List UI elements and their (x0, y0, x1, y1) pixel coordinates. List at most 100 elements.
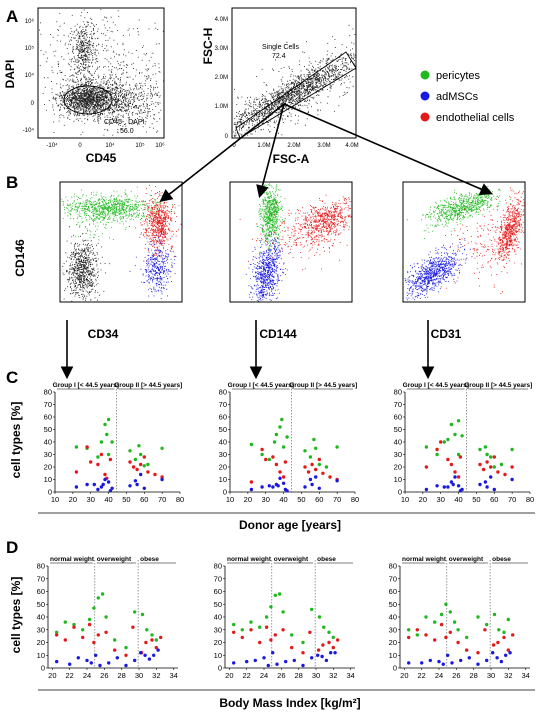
data-point (446, 653, 450, 657)
y-tick-label: 20 (389, 638, 397, 647)
data-point (453, 432, 457, 437)
x-tick-label: 20 (419, 495, 427, 504)
data-point (510, 465, 514, 469)
group-label: overweight (274, 556, 309, 563)
data-point (308, 477, 313, 482)
data-point (273, 633, 277, 637)
data-point (308, 630, 312, 634)
data-point (478, 482, 482, 487)
data-point (160, 446, 164, 450)
data-point (139, 472, 143, 477)
data-point (152, 653, 156, 657)
data-point (424, 633, 428, 637)
data-point (322, 625, 326, 629)
x-tick-label: 80 (176, 495, 184, 504)
x-tick-label: 10 (226, 495, 234, 504)
x-tick-label: 34 (521, 671, 529, 680)
data-point (81, 635, 85, 640)
data-point (478, 447, 482, 452)
data-point (63, 638, 67, 642)
data-point (103, 477, 107, 482)
data-point (249, 628, 253, 632)
data-point (275, 662, 279, 666)
series-pericytes (74, 417, 164, 468)
data-point (506, 617, 510, 622)
y-axis-title: FSC-H (201, 28, 215, 65)
y-tick-label: 20 (44, 463, 52, 472)
x-tick-label: 80 (526, 495, 534, 504)
x-tick-label: 26 (452, 671, 460, 680)
data-point (314, 475, 318, 479)
data-point (89, 460, 93, 464)
data-point (424, 445, 429, 449)
data-point (143, 653, 147, 657)
data-point (448, 610, 452, 614)
x-tick-label: 30 (262, 495, 270, 504)
data-point (160, 477, 164, 482)
data-point (72, 625, 76, 629)
tick-label: 3.0M (317, 143, 330, 149)
data-point (510, 477, 514, 482)
data-point (456, 419, 461, 423)
data-point (485, 460, 489, 464)
series-admscs (407, 651, 512, 666)
data-point (433, 638, 437, 642)
series-endothelial-cells (55, 622, 163, 657)
tick-label: 1.0M (257, 143, 270, 149)
data-point (103, 472, 107, 477)
data-point (442, 485, 446, 489)
data-point (278, 470, 282, 474)
data-point (506, 648, 510, 652)
data-point (485, 452, 489, 457)
scatter-chart-d-2: 0 10 20 30 40 50 60 70 80 20 22 24 26 28 30 32 34 normal … (214, 556, 355, 680)
data-point (280, 417, 284, 422)
event-cloud (245, 227, 291, 302)
legend-dot-admscs (420, 91, 430, 101)
panel-label-a: A (6, 7, 18, 26)
y-tick-label: 80 (44, 388, 52, 397)
y-axis-title: CD146 (13, 239, 27, 277)
y-tick-label: 30 (389, 625, 397, 634)
data-point (96, 596, 101, 600)
tick-label: 1.0M (215, 104, 228, 110)
data-point (301, 651, 305, 655)
data-point (446, 485, 450, 489)
y-tick-label: 30 (394, 450, 402, 459)
data-point (281, 628, 285, 632)
data-point (81, 628, 85, 632)
data-point (99, 452, 104, 457)
y-tick-label: 0 (398, 488, 402, 497)
data-point (264, 615, 269, 619)
data-point (144, 640, 148, 645)
dapi-cd45-events (39, 9, 164, 136)
c-y-axis-title: cell types [%] (9, 402, 23, 479)
data-point (492, 612, 497, 617)
data-point (249, 487, 254, 492)
x-tick-label: 20 (225, 671, 233, 680)
data-point (483, 445, 488, 449)
x-tick-label: 32 (329, 671, 337, 680)
data-point (317, 486, 321, 490)
y-tick-label: 70 (219, 400, 227, 409)
data-point (128, 484, 132, 488)
event-cloud (239, 203, 348, 271)
data-point (465, 648, 469, 652)
data-point (511, 633, 515, 637)
legend-label: endothelial cells (436, 112, 515, 124)
d-y-axis-title: cell types [%] (9, 577, 23, 654)
y-tick-label: 0 (48, 488, 52, 497)
data-point (278, 476, 282, 480)
data-point (124, 645, 128, 650)
y-tick-label: 20 (37, 638, 45, 647)
data-point (485, 622, 489, 627)
y-tick-label: 80 (389, 562, 397, 571)
cd34-events (61, 184, 182, 302)
gate-label: Single Cells (262, 44, 299, 51)
event-cloud (406, 185, 513, 239)
data-point (108, 489, 113, 493)
data-point (142, 455, 146, 459)
data-point (258, 640, 262, 645)
tick-label: -10⁴ (23, 127, 35, 134)
data-point (476, 662, 480, 666)
